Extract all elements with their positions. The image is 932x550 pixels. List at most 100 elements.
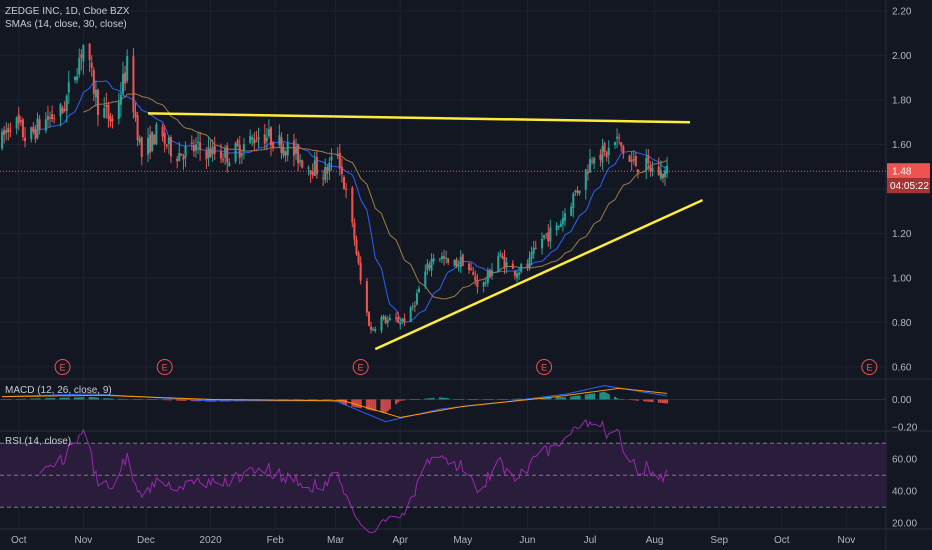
candle-body[interactable] (251, 137, 254, 140)
candle-body[interactable] (388, 318, 391, 321)
candle-body[interactable] (324, 166, 327, 181)
candle-body[interactable] (263, 134, 266, 144)
candle-body[interactable] (370, 326, 373, 331)
candle-body[interactable] (367, 312, 371, 326)
candle-body[interactable] (1, 131, 4, 149)
candle-body[interactable] (30, 127, 33, 140)
candle-body[interactable] (161, 126, 164, 137)
candle-body[interactable] (424, 271, 427, 287)
candle-body[interactable] (330, 156, 333, 161)
candle-body[interactable] (61, 107, 64, 114)
candle-body[interactable] (5, 130, 8, 133)
candle-body[interactable] (372, 329, 375, 331)
candle-body[interactable] (313, 160, 316, 176)
candle-body[interactable] (474, 275, 477, 281)
candle-body[interactable] (117, 102, 120, 120)
candle-body[interactable] (51, 113, 54, 119)
candle-body[interactable] (126, 55, 129, 81)
candle-body[interactable] (297, 144, 300, 164)
candle-body[interactable] (586, 172, 589, 174)
candle-body[interactable] (149, 134, 152, 153)
candle-body[interactable] (328, 162, 331, 171)
candle-body[interactable] (209, 148, 212, 158)
candle-body[interactable] (94, 89, 97, 98)
candle-body[interactable] (591, 160, 594, 162)
candle-body[interactable] (576, 190, 579, 193)
candle-body[interactable] (468, 263, 471, 271)
candle-body[interactable] (46, 116, 49, 120)
candle-body[interactable] (651, 167, 654, 172)
candle-body[interactable] (82, 44, 85, 62)
candle-body[interactable] (470, 268, 473, 271)
candle-body[interactable] (257, 136, 260, 141)
candle-body[interactable] (447, 258, 450, 263)
candle-body[interactable] (238, 144, 241, 158)
candle-body[interactable] (178, 152, 181, 161)
earnings-marker[interactable] (352, 359, 369, 375)
candle-body[interactable] (453, 260, 456, 266)
candle-body[interactable] (432, 258, 435, 262)
candle-body[interactable] (515, 273, 519, 278)
candle-body[interactable] (578, 190, 581, 194)
candle-body[interactable] (184, 146, 187, 158)
candle-body[interactable] (476, 279, 479, 287)
candle-body[interactable] (543, 234, 546, 238)
candle-body[interactable] (445, 257, 448, 259)
candle-body[interactable] (440, 256, 443, 259)
candle-body[interactable] (23, 137, 27, 142)
candle-body[interactable] (307, 167, 310, 169)
candle-body[interactable] (65, 95, 68, 112)
candle-body[interactable] (484, 282, 487, 284)
candle-body[interactable] (38, 119, 41, 130)
candle-body[interactable] (545, 233, 548, 235)
candle-body[interactable] (249, 136, 252, 143)
candle-body[interactable] (559, 223, 562, 228)
candle-body[interactable] (459, 256, 462, 268)
support-trendline[interactable] (374, 198, 704, 351)
candle-body[interactable] (109, 115, 112, 122)
candle-body[interactable] (111, 118, 114, 122)
candle-body[interactable] (636, 169, 639, 173)
candle-body[interactable] (572, 193, 575, 208)
candle-body[interactable] (78, 58, 81, 75)
candle-body[interactable] (176, 158, 179, 162)
candle-body[interactable] (438, 258, 441, 260)
macd-indicator-label[interactable]: MACD (12, 26, close, 9) (5, 385, 112, 396)
candle-body[interactable] (563, 213, 566, 221)
candle-body[interactable] (282, 148, 285, 156)
candle-body[interactable] (505, 262, 508, 267)
candle-body[interactable] (240, 154, 243, 156)
candle-body[interactable] (620, 142, 623, 147)
candle-body[interactable] (461, 254, 464, 266)
candle-body[interactable] (34, 129, 37, 140)
earnings-marker[interactable] (54, 359, 71, 375)
candle-body[interactable] (9, 130, 12, 132)
candle-body[interactable] (342, 177, 345, 190)
candle-body[interactable] (63, 109, 66, 111)
rsi-indicator-label[interactable]: RSI (14, close) (5, 436, 72, 447)
candle-body[interactable] (169, 137, 172, 157)
candle-body[interactable] (401, 319, 404, 322)
candle-body[interactable] (403, 318, 406, 323)
candle-body[interactable] (418, 288, 421, 293)
candle-body[interactable] (44, 119, 47, 131)
candle-body[interactable] (605, 152, 608, 158)
candle-body[interactable] (584, 169, 587, 190)
candle-body[interactable] (236, 140, 239, 146)
earnings-marker[interactable] (536, 359, 553, 375)
candle-body[interactable] (570, 206, 573, 216)
candle-body[interactable] (607, 147, 610, 156)
candle-body[interactable] (182, 156, 185, 160)
candle-body[interactable] (411, 306, 414, 308)
candle-body[interactable] (359, 262, 362, 281)
candle-body[interactable] (140, 137, 143, 158)
candle-body[interactable] (180, 153, 183, 156)
candle-body[interactable] (661, 173, 664, 179)
candle-body[interactable] (395, 317, 398, 319)
candle-body[interactable] (338, 152, 341, 169)
candle-body[interactable] (386, 320, 389, 323)
candle-body[interactable] (121, 73, 125, 94)
candle-body[interactable] (53, 118, 56, 120)
candle-body[interactable] (292, 140, 295, 156)
candle-body[interactable] (530, 252, 533, 259)
